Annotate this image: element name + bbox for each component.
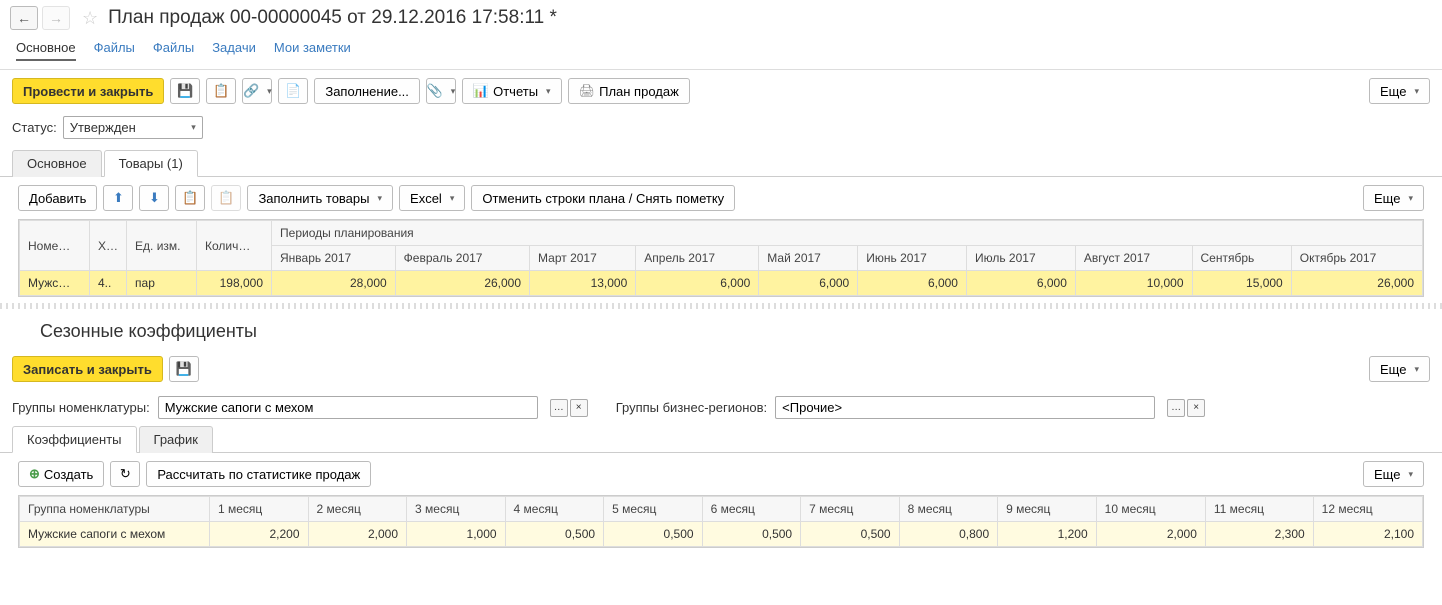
coef-more-button[interactable]: Еще — [1363, 461, 1424, 487]
link-icon: 🔗 — [243, 83, 259, 99]
clear-button-2[interactable]: × — [1187, 399, 1205, 417]
attach-icon: 📎 — [427, 83, 443, 99]
copy-icon: 📋 — [182, 190, 198, 206]
refresh-button[interactable]: ↻ — [110, 461, 140, 487]
business-regions-input[interactable] — [775, 396, 1155, 419]
favorite-star-icon[interactable]: ☆ — [82, 8, 98, 29]
nomenclature-groups-input[interactable] — [158, 396, 538, 419]
document-icon: 📄 — [285, 83, 301, 99]
col-unit[interactable]: Ед. изм. — [127, 221, 197, 271]
post-icon: 📋 — [213, 83, 229, 99]
create-button[interactable]: ⊕ Создать — [18, 461, 104, 487]
col-qty[interactable]: Колич… — [197, 221, 272, 271]
nav-tab-files1[interactable]: Файлы — [94, 40, 135, 61]
select-button-2[interactable]: … — [1167, 399, 1185, 417]
col-name[interactable]: Номе… — [20, 221, 90, 271]
col-period[interactable]: Август 2017 — [1075, 246, 1192, 271]
chevron-down-icon: ▾ — [191, 122, 196, 133]
col-coef[interactable]: 8 месяц — [899, 497, 998, 522]
col-coef[interactable]: Группа номенклатуры — [20, 497, 210, 522]
post-button[interactable]: 📋 — [206, 78, 236, 104]
save-button-2[interactable]: 💾 — [169, 356, 199, 382]
plus-icon: ⊕ — [29, 466, 40, 482]
col-period[interactable]: Январь 2017 — [272, 246, 396, 271]
col-coef[interactable]: 4 месяц — [505, 497, 604, 522]
col-coef[interactable]: 11 месяц — [1205, 497, 1313, 522]
nomenclature-groups-label: Группы номенклатуры: — [12, 400, 150, 415]
nav-tab-files2[interactable]: Файлы — [153, 40, 194, 61]
col-period[interactable]: Июль 2017 — [966, 246, 1075, 271]
col-period[interactable]: Сентябрь — [1192, 246, 1291, 271]
reports-button[interactable]: 📊 Отчеты — [462, 78, 562, 104]
sales-plan-button[interactable]: 🖨 План продаж — [568, 78, 690, 104]
report-icon: 📊 — [473, 83, 489, 99]
nav-tab-main[interactable]: Основное — [16, 40, 76, 61]
nav-tabs: Основное Файлы Файлы Задачи Мои заметки — [0, 36, 1442, 70]
nav-tab-notes[interactable]: Мои заметки — [274, 40, 351, 61]
nav-tab-tasks[interactable]: Задачи — [212, 40, 256, 61]
nav-forward-button[interactable]: → — [42, 6, 70, 30]
clear-button[interactable]: × — [570, 399, 588, 417]
col-period[interactable]: Март 2017 — [530, 246, 636, 271]
sub-tab-main[interactable]: Основное — [12, 150, 102, 177]
move-up-button[interactable]: ⬆ — [103, 185, 133, 211]
tab-coefficients[interactable]: Коэффициенты — [12, 426, 137, 453]
save-and-close-button[interactable]: Записать и закрыть — [12, 356, 163, 382]
save-icon: 💾 — [176, 361, 192, 377]
business-regions-label: Группы бизнес-регионов: — [616, 400, 767, 415]
table-row[interactable]: Мужс… 4.. пар 198,000 28,000 26,000 13,0… — [20, 271, 1423, 296]
copy-button[interactable]: 📋 — [175, 185, 205, 211]
col-period[interactable]: Апрель 2017 — [636, 246, 759, 271]
save-icon: 💾 — [177, 83, 193, 99]
move-down-button[interactable]: ⬇ — [139, 185, 169, 211]
table-row[interactable]: Мужские сапоги с мехом 2,200 2,000 1,000… — [20, 522, 1423, 547]
sub-tab-goods[interactable]: Товары (1) — [104, 150, 198, 177]
excel-button[interactable]: Excel — [399, 185, 465, 211]
print-icon: 🖨 — [579, 83, 596, 99]
based-on-button[interactable]: 🔗 — [242, 78, 272, 104]
col-coef[interactable]: 10 месяц — [1096, 497, 1205, 522]
nav-back-button[interactable]: ← — [10, 6, 38, 30]
col-x[interactable]: Х… — [90, 221, 127, 271]
paste-icon: 📋 — [218, 190, 234, 206]
arrow-down-icon: ⬇ — [149, 190, 160, 206]
add-button[interactable]: Добавить — [18, 185, 97, 211]
status-select[interactable]: Утвержден ▾ — [63, 116, 203, 139]
col-period[interactable]: Февраль 2017 — [395, 246, 529, 271]
cancel-lines-button[interactable]: Отменить строки плана / Снять пометку — [471, 185, 735, 211]
more-button[interactable]: Еще — [1369, 78, 1430, 104]
col-coef[interactable]: 9 месяц — [998, 497, 1097, 522]
page-title: План продаж 00-00000045 от 29.12.2016 17… — [108, 7, 557, 29]
section2-title: Сезонные коэффициенты — [0, 315, 1442, 348]
status-label: Статус: — [12, 120, 57, 135]
paste-button[interactable]: 📋 — [211, 185, 241, 211]
arrow-up-icon: ⬆ — [113, 190, 124, 206]
col-period[interactable]: Май 2017 — [759, 246, 858, 271]
col-coef[interactable]: 3 месяц — [407, 497, 506, 522]
col-periods-group: Периоды планирования — [272, 221, 1423, 246]
goods-table: Номе… Х… Ед. изм. Колич… Периоды планиро… — [18, 219, 1424, 297]
col-coef[interactable]: 1 месяц — [210, 497, 309, 522]
save-button[interactable]: 💾 — [170, 78, 200, 104]
fill-button[interactable]: Заполнение... — [314, 78, 420, 104]
select-button[interactable]: … — [550, 399, 568, 417]
goods-more-button[interactable]: Еще — [1363, 185, 1424, 211]
col-coef[interactable]: 2 месяц — [308, 497, 407, 522]
calc-statistics-button[interactable]: Рассчитать по статистике продаж — [146, 461, 371, 487]
col-coef[interactable]: 6 месяц — [702, 497, 801, 522]
coefficients-table: Группа номенклатуры1 месяц2 месяц3 месяц… — [18, 495, 1424, 548]
col-period[interactable]: Октябрь 2017 — [1291, 246, 1422, 271]
col-coef[interactable]: 12 месяц — [1313, 497, 1422, 522]
attach-button[interactable]: 📎 — [426, 78, 456, 104]
tab-chart[interactable]: График — [139, 426, 213, 453]
fill-goods-button[interactable]: Заполнить товары — [247, 185, 393, 211]
col-coef[interactable]: 5 месяц — [604, 497, 703, 522]
refresh-icon: ↻ — [120, 466, 131, 482]
post-and-close-button[interactable]: Провести и закрыть — [12, 78, 164, 104]
col-period[interactable]: Июнь 2017 — [858, 246, 967, 271]
col-coef[interactable]: 7 месяц — [801, 497, 900, 522]
document-button[interactable]: 📄 — [278, 78, 308, 104]
section2-more-button[interactable]: Еще — [1369, 356, 1430, 382]
